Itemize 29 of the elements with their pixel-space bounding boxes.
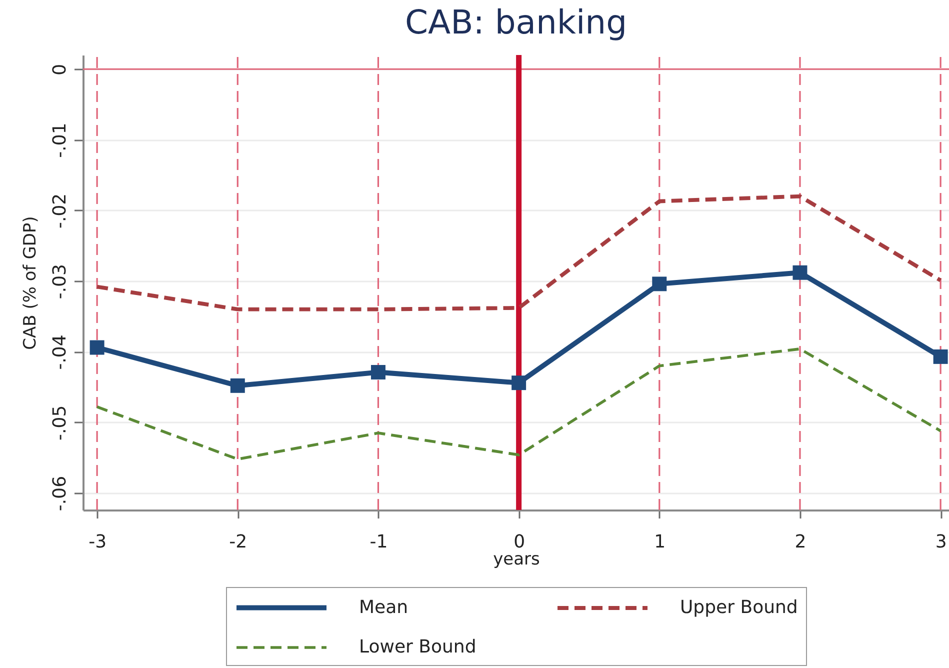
line-series	[95, 194, 943, 312]
y-tick-label: 0	[50, 64, 70, 76]
x-tick-label: 2	[794, 532, 806, 552]
x-axis-title: years	[493, 550, 540, 570]
x-tick-label: 1	[654, 532, 666, 552]
y-tick-label: -.02	[50, 193, 70, 228]
point	[652, 276, 667, 292]
legend-label: Mean	[359, 596, 408, 618]
y-tick-label: -.01	[50, 122, 70, 158]
y-tick-label: -.06	[50, 476, 70, 512]
point	[512, 376, 526, 390]
x-tick-label: -1	[370, 532, 388, 552]
point	[933, 349, 948, 364]
x-tick-label: -3	[88, 532, 107, 552]
point	[792, 265, 808, 280]
y-tick-label: -.05	[50, 405, 70, 440]
x-tick-label: 0	[514, 532, 526, 552]
chart-title: CAB: banking	[404, 2, 628, 42]
x-tick-label: 3	[935, 532, 947, 552]
point	[90, 340, 104, 355]
x-tick-label: -2	[229, 532, 248, 552]
point	[370, 364, 386, 380]
y-axis-title: CAB (% of GDP)	[20, 216, 40, 350]
legend-label: Lower Bound	[359, 636, 476, 658]
y-tick-label: -.03	[50, 264, 70, 300]
point	[230, 378, 245, 393]
line-series	[96, 348, 942, 461]
legend-label: Upper Bound	[680, 597, 798, 618]
y-tick-label: -.04	[50, 334, 70, 370]
